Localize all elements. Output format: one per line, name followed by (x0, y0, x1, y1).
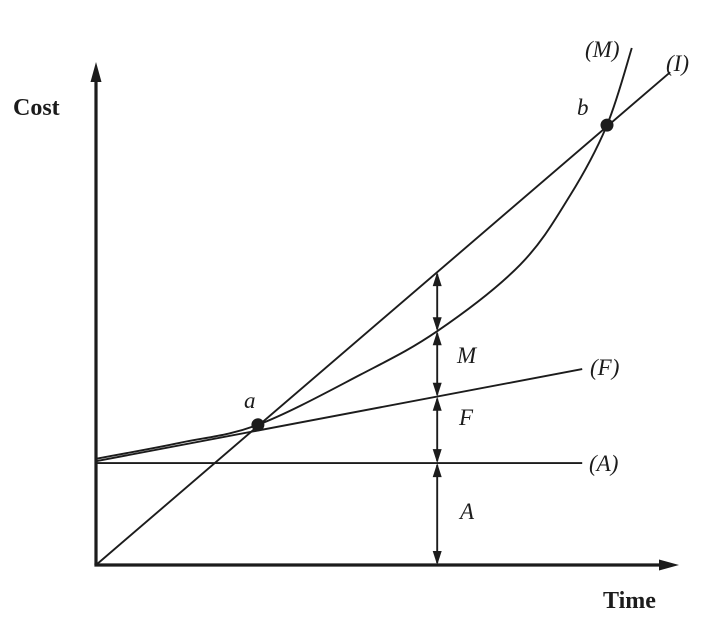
curve-label-maintenance: (M) (585, 37, 620, 62)
y-axis-title: Cost (13, 95, 60, 121)
dimension-arrow-down-icon (432, 449, 442, 464)
point-a-dot (251, 418, 265, 432)
segment-label-fixed: F (459, 405, 474, 430)
point-b-dot (600, 118, 614, 132)
investment-line-path (95, 71, 671, 566)
dimension-arrow-down-icon (432, 551, 442, 565)
y-axis-arrowhead-icon (90, 62, 102, 82)
dimension-arrow-up-icon (432, 331, 442, 346)
maintenance-curve-path (95, 47, 633, 460)
dimension-arrow-up-icon (432, 463, 442, 478)
segment-label-constant: A (460, 499, 475, 524)
curve-label-investment: (I) (666, 51, 689, 76)
point-label-a: a (244, 388, 256, 413)
dimension-arrow-down-icon (432, 382, 442, 397)
dimension-arrow-down-icon (432, 317, 442, 332)
curve-label-fixed-cost: (F) (590, 355, 620, 380)
point-label-b: b (577, 95, 589, 120)
fixed-cost-line-path (95, 368, 583, 463)
x-axis-arrowhead-icon (659, 559, 679, 571)
dimension-arrow-up-icon (432, 272, 442, 287)
segment-label-maintenance: M (457, 343, 477, 368)
curve-label-constant-cost: (A) (589, 451, 619, 476)
x-axis-title: Time (603, 588, 656, 614)
dimension-arrow-up-icon (432, 396, 442, 411)
